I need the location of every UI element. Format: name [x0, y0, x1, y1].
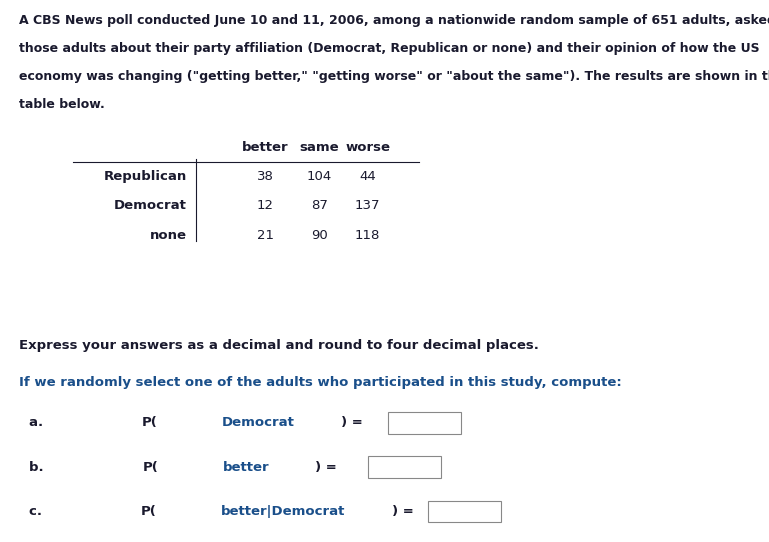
Text: Democrat: Democrat: [114, 199, 187, 212]
Text: 87: 87: [311, 199, 328, 212]
Text: economy was changing ("getting better," "getting worse" or "about the same"). Th: economy was changing ("getting better," …: [19, 70, 769, 83]
Text: 104: 104: [307, 170, 331, 183]
Text: 118: 118: [355, 229, 380, 242]
Text: 137: 137: [355, 199, 381, 212]
Text: P(: P(: [142, 416, 158, 429]
Text: 38: 38: [257, 170, 274, 183]
Text: better|Democrat: better|Democrat: [221, 505, 346, 518]
Text: If we randomly select one of the adults who participated in this study, compute:: If we randomly select one of the adults …: [19, 376, 622, 389]
Text: 90: 90: [311, 229, 328, 242]
Text: worse: worse: [345, 141, 390, 154]
Text: same: same: [299, 141, 339, 154]
Text: better: better: [222, 461, 269, 474]
FancyBboxPatch shape: [428, 501, 501, 522]
Text: P(: P(: [141, 505, 157, 518]
Text: ) =: ) =: [392, 505, 414, 518]
Text: Republican: Republican: [104, 170, 187, 183]
Text: 44: 44: [359, 170, 376, 183]
Text: table below.: table below.: [19, 98, 105, 111]
Text: 12: 12: [257, 199, 274, 212]
Text: Democrat: Democrat: [222, 416, 295, 429]
FancyBboxPatch shape: [368, 456, 441, 478]
Text: 21: 21: [257, 229, 274, 242]
Text: ) =: ) =: [315, 461, 337, 474]
Text: ) =: ) =: [341, 416, 363, 429]
Text: b.: b.: [29, 461, 53, 474]
Text: better: better: [242, 141, 288, 154]
Text: those adults about their party affiliation (Democrat, Republican or none) and th: those adults about their party affiliati…: [19, 42, 760, 55]
Text: a.: a.: [29, 416, 52, 429]
Text: Express your answers as a decimal and round to four decimal places.: Express your answers as a decimal and ro…: [19, 339, 539, 352]
Text: none: none: [150, 229, 187, 242]
Text: A CBS News poll conducted June 10 and 11, 2006, among a nationwide random sample: A CBS News poll conducted June 10 and 11…: [19, 14, 769, 27]
Text: c.: c.: [29, 505, 52, 518]
Text: P(: P(: [142, 461, 158, 474]
FancyBboxPatch shape: [388, 412, 461, 434]
